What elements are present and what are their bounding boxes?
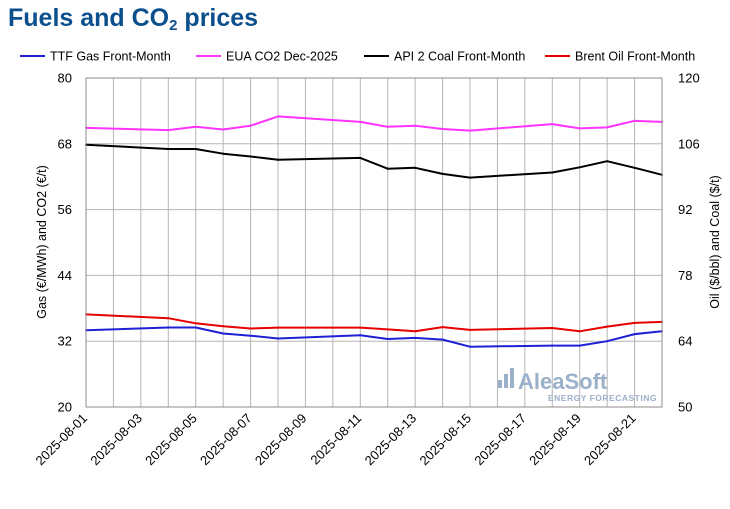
data-point [469,129,471,132]
x-tick-label: 2025-08-15 [416,411,474,469]
legend-entry: EUA CO2 Dec-2025 [226,50,338,64]
data-point [633,119,636,122]
legend-entry: API 2 Coal Front-Month [394,50,525,64]
y-tick-label-right: 64 [678,334,692,349]
data-point [551,171,554,174]
data-point [441,127,444,130]
data-point [441,326,444,329]
data-point [222,325,225,328]
y-axis-label-left: Gas (€/MWh) and CO2 (€/t) [35,165,49,319]
watermark-tagline: ENERGY FORECASTING [548,393,657,403]
data-point [441,172,444,175]
data-point [359,120,362,123]
data-point [633,333,636,336]
x-tick-label: 2025-08-01 [32,411,90,469]
data-point [386,167,389,170]
data-point [167,147,170,150]
series-line [85,143,663,179]
data-point [386,338,389,341]
y-tick-label-left: 56 [58,202,72,217]
y-tick-label-left: 44 [58,268,72,283]
x-tick-label: 2025-08-13 [362,411,420,469]
legend-entry: TTF Gas Front-Month [50,50,171,64]
data-point [249,124,252,127]
data-point [222,128,225,131]
y-tick-label-right: 92 [678,202,692,217]
data-point [578,330,581,333]
data-point [194,326,197,329]
y-tick-label-left: 20 [58,400,72,415]
data-point [194,147,197,150]
series-line [85,326,663,348]
data-point [606,160,609,163]
data-point [222,332,225,335]
plot-border [85,77,663,408]
data-point [606,340,609,343]
data-point [606,325,609,328]
y-axis-label-right: Oil ($/bbl) and Coal ($/t) [708,175,722,308]
y-tick-label-left: 80 [58,71,72,86]
data-point [222,152,225,155]
data-point [633,166,636,169]
y-tick-label-right: 120 [678,71,700,86]
y-tick-label-right: 50 [678,400,692,415]
data-point [469,176,471,179]
data-point [194,322,197,325]
data-point [359,326,362,329]
data-point [359,156,362,159]
x-tick-label: 2025-08-07 [197,411,255,469]
data-point [414,330,417,333]
legend: TTF Gas Front-Month EUA CO2 Dec-2025 API 2… [20,50,695,64]
data-point [551,327,554,330]
data-point [194,125,197,128]
y-tick-label-right: 78 [678,268,692,283]
x-tick-label: 2025-08-03 [87,411,145,469]
watermark-logo-icon [498,368,514,388]
data-point [414,124,417,127]
x-tick-label: 2025-08-09 [252,411,310,469]
data-point [551,344,554,347]
data-point [578,344,581,347]
data-point [441,338,444,341]
data-point [359,334,362,337]
data-point [249,334,252,337]
data-point [167,129,170,132]
data-point [277,326,279,329]
data-point [249,155,252,158]
data-point [167,317,170,320]
aleasoft-watermark: AleaSoft ENERGY FORECASTING [498,368,657,403]
y-tick-label-right: 106 [678,136,700,151]
x-tick-label: 2025-08-21 [581,411,639,469]
watermark-brand: AleaSoft [518,369,608,394]
data-point [277,158,279,161]
data-point [633,321,636,324]
data-point [277,115,279,118]
y-tick-label-left: 68 [58,136,72,151]
x-tick-label: 2025-08-19 [526,411,584,469]
data-point [414,166,417,169]
x-tick-label: 2025-08-11 [307,411,364,468]
data-point [414,336,417,339]
data-point [386,125,389,128]
series-line [85,115,663,132]
data-point [469,328,471,331]
data-point [249,327,252,330]
series-lines [85,115,663,348]
series-line [85,313,663,333]
y-tick-label-left: 32 [58,334,72,349]
legend-entry: Brent Oil Front-Month [575,50,695,64]
x-tick-label: 2025-08-05 [142,411,200,469]
data-point [386,328,389,331]
data-point [277,337,279,340]
x-tick-label: 2025-08-17 [471,411,529,469]
chart-title: Fuels and CO2 prices [8,4,259,34]
data-point [606,126,609,129]
data-point [469,345,471,348]
data-point [578,166,581,169]
data-point [578,127,581,130]
data-point [551,123,554,126]
data-point [167,326,170,329]
